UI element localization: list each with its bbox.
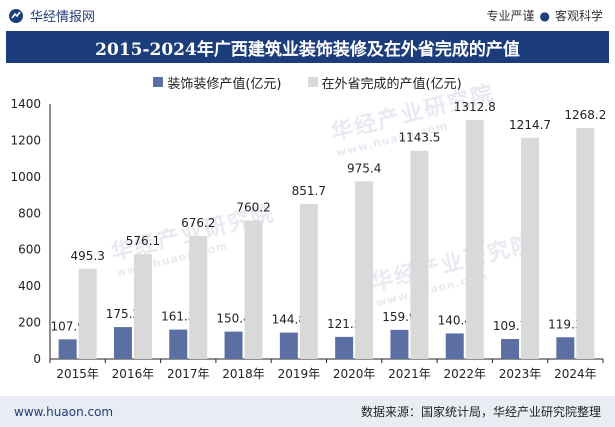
slogan: 专业严谨 ● 客观科学 xyxy=(486,7,615,24)
y-tick-label: 1200 xyxy=(10,133,41,147)
bar-other-province xyxy=(355,181,374,359)
x-tick-label: 2019年 xyxy=(278,367,321,381)
top-bar: 华经情报网 专业严谨 ● 客观科学 xyxy=(0,0,615,31)
data-label-other-province: 1268.2 xyxy=(564,108,606,122)
legend-label-other-province: 在外省完成的产值(亿元) xyxy=(321,76,462,92)
data-label-decoration: 159.9 xyxy=(382,310,416,324)
bar-other-province xyxy=(78,268,97,359)
data-label-decoration: 175.2 xyxy=(106,307,140,321)
footer-url[interactable]: www.huaon.com xyxy=(14,404,114,419)
data-label-other-province: 760.2 xyxy=(236,201,270,215)
data-label-other-province: 576.1 xyxy=(126,234,160,248)
brand-name: 华经情报网 xyxy=(30,10,96,25)
bar-decoration xyxy=(556,337,575,359)
data-label-decoration: 121.5 xyxy=(327,317,361,331)
data-label-other-province: 1312.8 xyxy=(454,100,496,114)
y-tick-label: 200 xyxy=(18,316,41,330)
brand-logo-icon xyxy=(9,8,23,23)
data-label-decoration: 119.3 xyxy=(548,317,582,331)
legend-item-decoration: 装饰装修产值(亿元) xyxy=(153,73,282,92)
chart-legend: 装饰装修产值(亿元) 在外省完成的产值(亿元) xyxy=(0,70,615,94)
data-label-other-province: 975.4 xyxy=(347,161,381,175)
bar-other-province xyxy=(189,235,208,359)
y-tick-label: 1400 xyxy=(10,97,41,111)
y-tick-label: 400 xyxy=(18,279,41,293)
chart-title: 2015-2024年广西建筑业装饰装修及在外省完成的产值 xyxy=(6,31,609,63)
footer: www.huaon.com 数据来源：国家统计局，华经产业研究院整理 xyxy=(0,396,615,427)
bar-other-province xyxy=(576,128,595,359)
bar-decoration xyxy=(335,336,354,359)
brand[interactable]: 华经情报网 xyxy=(0,6,95,25)
bar-decoration xyxy=(390,329,409,359)
bar-decoration xyxy=(501,339,520,359)
x-tick-label: 2015年 xyxy=(56,367,99,381)
y-tick-label: 1000 xyxy=(10,170,41,184)
bar-other-province xyxy=(299,203,318,359)
bar-decoration xyxy=(279,332,298,359)
bar-other-province xyxy=(244,220,263,359)
data-label-other-province: 676.2 xyxy=(181,216,215,230)
bar-decoration xyxy=(113,327,132,359)
bar-other-province xyxy=(521,137,540,359)
data-label-decoration: 161.3 xyxy=(161,310,195,324)
data-label-decoration: 107.9 xyxy=(50,319,84,333)
x-tick-label: 2018年 xyxy=(222,367,265,381)
x-tick-label: 2020年 xyxy=(333,367,376,381)
bar-other-province xyxy=(465,119,484,359)
x-tick-label: 2021年 xyxy=(388,367,431,381)
legend-swatch-decoration xyxy=(153,77,164,87)
slogan-left: 专业严谨 xyxy=(486,9,535,23)
data-label-decoration: 144.8 xyxy=(272,313,306,327)
bar-decoration xyxy=(58,339,77,359)
bar-other-province xyxy=(410,150,429,359)
slogan-dot-icon: ● xyxy=(539,9,550,23)
y-tick-label: 600 xyxy=(18,243,41,257)
x-tick-label: 2023年 xyxy=(499,367,542,381)
footer-source: 数据来源：国家统计局，华经产业研究院整理 xyxy=(360,405,601,419)
legend-label-decoration: 装饰装修产值(亿元) xyxy=(167,76,282,92)
slogan-right: 客观科学 xyxy=(554,9,603,23)
data-label-decoration: 150.4 xyxy=(216,312,250,326)
data-label-other-province: 851.7 xyxy=(292,184,326,198)
data-label-other-province: 1214.7 xyxy=(509,118,551,132)
bar-decoration xyxy=(169,329,188,359)
x-tick-label: 2022年 xyxy=(443,367,486,381)
bar-other-province xyxy=(133,254,152,359)
data-label-decoration: 140.4 xyxy=(438,313,472,327)
data-label-other-province: 1143.5 xyxy=(398,131,440,145)
y-tick-label: 800 xyxy=(18,206,41,220)
x-tick-label: 2016年 xyxy=(112,367,155,381)
data-label-other-province: 495.3 xyxy=(70,249,104,263)
legend-swatch-other-province xyxy=(307,77,318,87)
legend-item-other-province: 在外省完成的产值(亿元) xyxy=(307,73,462,92)
data-label-decoration: 109.7 xyxy=(493,319,527,333)
bar-decoration xyxy=(445,333,464,359)
bar-decoration xyxy=(224,331,243,359)
x-tick-label: 2017年 xyxy=(167,367,210,381)
y-tick-label: 0 xyxy=(33,352,41,366)
x-tick-label: 2024年 xyxy=(554,367,597,381)
